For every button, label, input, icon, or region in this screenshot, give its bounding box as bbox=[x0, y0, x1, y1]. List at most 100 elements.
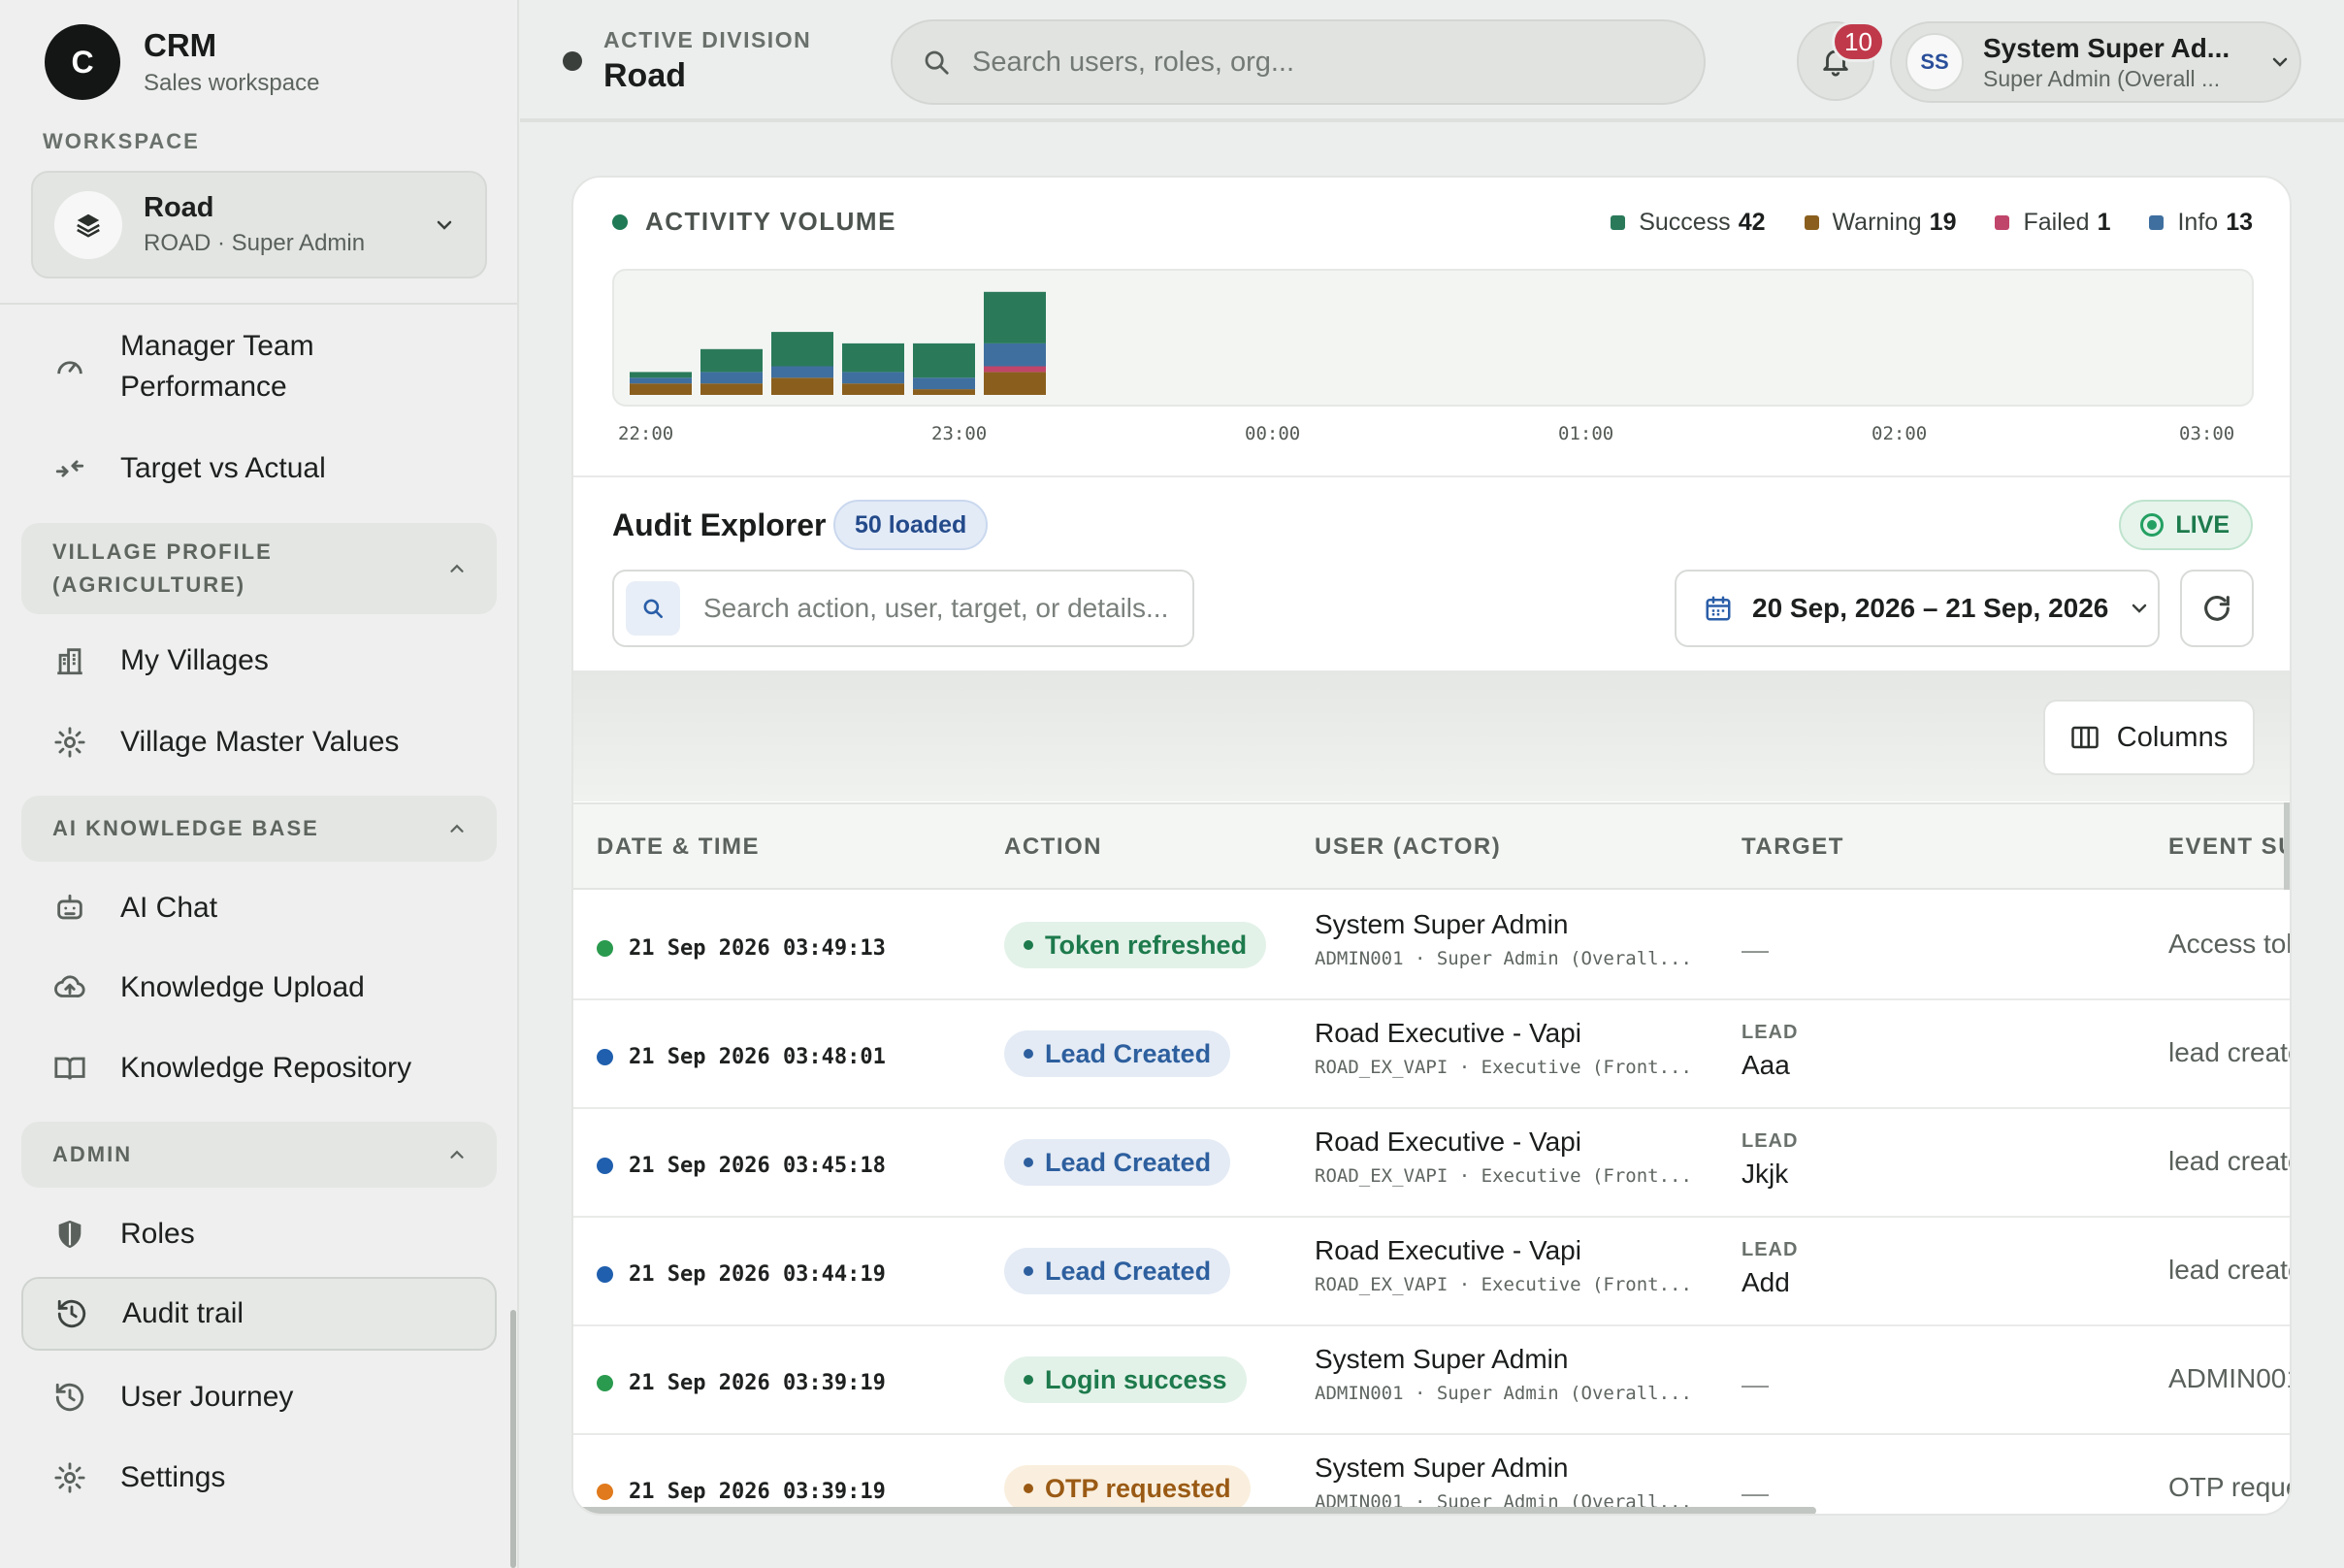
chart-bar-warning[interactable] bbox=[842, 383, 904, 395]
action-badge: Lead Created bbox=[1004, 1248, 1231, 1294]
target-type: LEAD bbox=[1742, 1130, 1799, 1152]
sidebar-item-label: Audit trail bbox=[122, 1297, 244, 1329]
status-dot bbox=[597, 940, 613, 957]
datetime-cell: 21 Sep 2026 03:49:13 bbox=[597, 936, 886, 961]
columns-button[interactable]: Columns bbox=[2043, 700, 2255, 775]
division-name: Road bbox=[603, 57, 686, 94]
loaded-count-badge: 50 loaded bbox=[833, 500, 989, 550]
sidebar-item-manager-team-performance[interactable]: Manager Team Performance bbox=[21, 326, 497, 408]
user-menu[interactable]: SS System Super Ad... Super Admin (Overa… bbox=[1890, 21, 2301, 103]
chart-bar-success[interactable] bbox=[984, 291, 1046, 343]
legend-info[interactable]: Info 13 bbox=[2149, 209, 2253, 237]
sidebar-item-label: My Villages bbox=[120, 644, 269, 676]
live-toggle[interactable]: LIVE bbox=[2119, 500, 2253, 550]
chart-bar-success[interactable] bbox=[630, 372, 692, 378]
x-tick-label: 01:00 bbox=[1558, 423, 1614, 444]
user-name: System Super Ad... bbox=[1983, 32, 2230, 63]
status-dot bbox=[597, 1049, 613, 1065]
sidebar-item-my-villages[interactable]: My Villages bbox=[21, 640, 497, 681]
group-ai-knowledge-base[interactable]: AI KNOWLEDGE BASE bbox=[21, 796, 497, 862]
chart-bar-info[interactable] bbox=[842, 372, 904, 384]
history-icon bbox=[52, 1297, 91, 1330]
table-vertical-scrollbar[interactable] bbox=[2284, 802, 2290, 890]
chart-bar-info[interactable] bbox=[913, 377, 975, 390]
event-summary: lead create bbox=[2168, 1037, 2292, 1067]
chart-bar-success[interactable] bbox=[913, 343, 975, 378]
sidebar-item-user-journey[interactable]: User Journey bbox=[21, 1377, 497, 1418]
sidebar-scrollbar[interactable] bbox=[510, 1310, 516, 1568]
action-label: Lead Created bbox=[1045, 1147, 1212, 1177]
chart-bar-warning[interactable] bbox=[771, 377, 833, 395]
column-header[interactable]: DATE & TIME bbox=[597, 833, 761, 860]
sidebar-item-label: AI Chat bbox=[120, 892, 218, 924]
book-icon bbox=[50, 1052, 89, 1085]
table-horizontal-scrollbar[interactable] bbox=[573, 1507, 1816, 1514]
table-row[interactable]: 21 Sep 2026 03:49:13 Token refreshed Syste… bbox=[573, 892, 2290, 1000]
target-cell: — bbox=[1742, 1456, 1769, 1509]
chart-bar-warning[interactable] bbox=[984, 372, 1046, 395]
audit-search-input[interactable] bbox=[703, 593, 1169, 624]
chart-bar-success[interactable] bbox=[842, 343, 904, 373]
global-search-input[interactable] bbox=[972, 46, 1690, 79]
workspace-selector[interactable]: Road ROAD · Super Admin bbox=[31, 171, 487, 278]
legend-warning[interactable]: Warning 19 bbox=[1804, 209, 1956, 237]
target-cell: LEAD Add bbox=[1742, 1239, 1798, 1298]
actor-cell: Road Executive - Vapi ROAD_EX_VAPI · Exec… bbox=[1315, 1018, 1703, 1078]
chart-bar-info[interactable] bbox=[771, 366, 833, 378]
target-cell: — bbox=[1742, 1348, 1769, 1400]
activity-dot bbox=[612, 213, 628, 230]
x-tick-label: 02:00 bbox=[1872, 423, 1928, 444]
top-bar: ACTIVE DIVISION Road 10 SS System Super … bbox=[520, 0, 2344, 122]
chart-bar-warning[interactable] bbox=[913, 389, 975, 395]
chart-bar-info[interactable] bbox=[630, 377, 692, 384]
global-search[interactable] bbox=[891, 19, 1706, 105]
column-header[interactable]: USER (ACTOR) bbox=[1315, 833, 1502, 860]
audit-search[interactable] bbox=[612, 570, 1194, 647]
sidebar-item-knowledge-repository[interactable]: Knowledge Repository bbox=[21, 1048, 497, 1089]
datetime-cell: 21 Sep 2026 03:44:19 bbox=[597, 1262, 886, 1287]
chart-bar-info[interactable] bbox=[984, 343, 1046, 367]
actor-cell: Road Executive - Vapi ROAD_EX_VAPI · Exec… bbox=[1315, 1235, 1703, 1295]
legend-swatch bbox=[2149, 215, 2165, 230]
action-label: Login success bbox=[1045, 1364, 1227, 1394]
brand[interactable]: C CRM Sales workspace bbox=[45, 24, 319, 100]
x-tick-label: 03:00 bbox=[2179, 423, 2235, 444]
chart-bar-info[interactable] bbox=[700, 372, 763, 384]
column-header[interactable]: TARGET bbox=[1742, 833, 1844, 860]
datetime-value: 21 Sep 2026 03:39:19 bbox=[629, 1371, 886, 1395]
chart-bar-failed[interactable] bbox=[984, 366, 1046, 373]
legend-success[interactable]: Success 42 bbox=[1611, 209, 1766, 237]
chart-bar-warning[interactable] bbox=[630, 383, 692, 395]
table-row[interactable]: 21 Sep 2026 03:45:18 Lead Created Road Exe… bbox=[573, 1109, 2290, 1218]
legend-failed[interactable]: Failed 1 bbox=[1995, 209, 2110, 237]
sidebar-item-target-vs-actual[interactable]: Target vs Actual bbox=[21, 448, 497, 489]
table-row[interactable]: 21 Sep 2026 03:44:19 Lead Created Road Exe… bbox=[573, 1218, 2290, 1326]
table-row[interactable]: 21 Sep 2026 03:39:19 Login success System … bbox=[573, 1326, 2290, 1435]
actor-cell: System Super Admin ADMIN001 · Super Admin… bbox=[1315, 1344, 1703, 1404]
date-range-picker[interactable]: 20 Sep, 2026 – 21 Sep, 2026 bbox=[1675, 570, 2160, 647]
chart-bar-warning[interactable] bbox=[700, 383, 763, 395]
sidebar-item-roles[interactable]: Roles bbox=[21, 1214, 497, 1255]
sidebar-item-label: Target vs Actual bbox=[120, 452, 326, 484]
sidebar-item-village-master-values[interactable]: Village Master Values bbox=[21, 722, 497, 763]
group-village-profile[interactable]: VILLAGE PROFILE (AGRICULTURE) bbox=[21, 523, 497, 614]
audit-explorer-title: Audit Explorer bbox=[612, 507, 827, 542]
legend-swatch bbox=[1611, 215, 1626, 230]
brand-title: CRM bbox=[144, 27, 217, 63]
chart-bar-success[interactable] bbox=[700, 348, 763, 373]
table-row[interactable]: 21 Sep 2026 03:48:01 Lead Created Road Exe… bbox=[573, 1000, 2290, 1109]
sidebar-item-settings[interactable]: Settings bbox=[21, 1457, 497, 1498]
group-label: ADMIN bbox=[52, 1142, 133, 1166]
column-header[interactable]: ACTION bbox=[1004, 833, 1102, 860]
sidebar-item-ai-chat[interactable]: AI Chat bbox=[21, 888, 497, 929]
action-dot bbox=[1024, 1049, 1033, 1059]
event-summary: Access tok bbox=[2168, 929, 2292, 959]
sidebar-item-audit-trail[interactable]: Audit trail bbox=[21, 1277, 497, 1351]
sidebar-item-label: Knowledge Upload bbox=[120, 971, 365, 1003]
refresh-button[interactable] bbox=[2180, 570, 2254, 647]
column-header[interactable]: EVENT SUM bbox=[2168, 833, 2290, 860]
chart-bar-success[interactable] bbox=[771, 332, 833, 367]
sidebar-item-knowledge-upload[interactable]: Knowledge Upload bbox=[21, 967, 497, 1008]
table-row[interactable]: 21 Sep 2026 03:39:19 OTP requested System … bbox=[573, 1435, 2290, 1514]
group-admin[interactable]: ADMIN bbox=[21, 1122, 497, 1188]
